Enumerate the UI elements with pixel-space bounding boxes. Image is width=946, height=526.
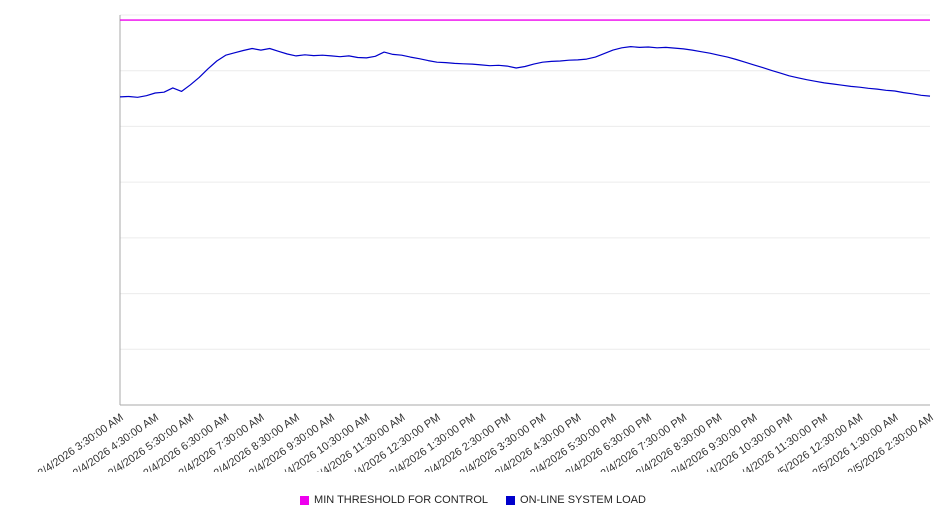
system-load-swatch (506, 495, 516, 505)
legend-label-system-load: ON-LINE SYSTEM LOAD (520, 494, 646, 506)
legend-item-system-load[interactable]: ON-LINE SYSTEM LOAD (506, 494, 646, 506)
legend: MIN THRESHOLD FOR CONTROL ON-LINE SYSTEM… (0, 494, 946, 506)
legend-label-threshold: MIN THRESHOLD FOR CONTROL (314, 494, 489, 506)
legend-item-threshold[interactable]: MIN THRESHOLD FOR CONTROL (300, 494, 488, 506)
load-chart: 2/4/2026 3:30:00 AM2/4/2026 4:30:00 AM2/… (36, 14, 936, 472)
threshold-swatch (300, 495, 310, 505)
